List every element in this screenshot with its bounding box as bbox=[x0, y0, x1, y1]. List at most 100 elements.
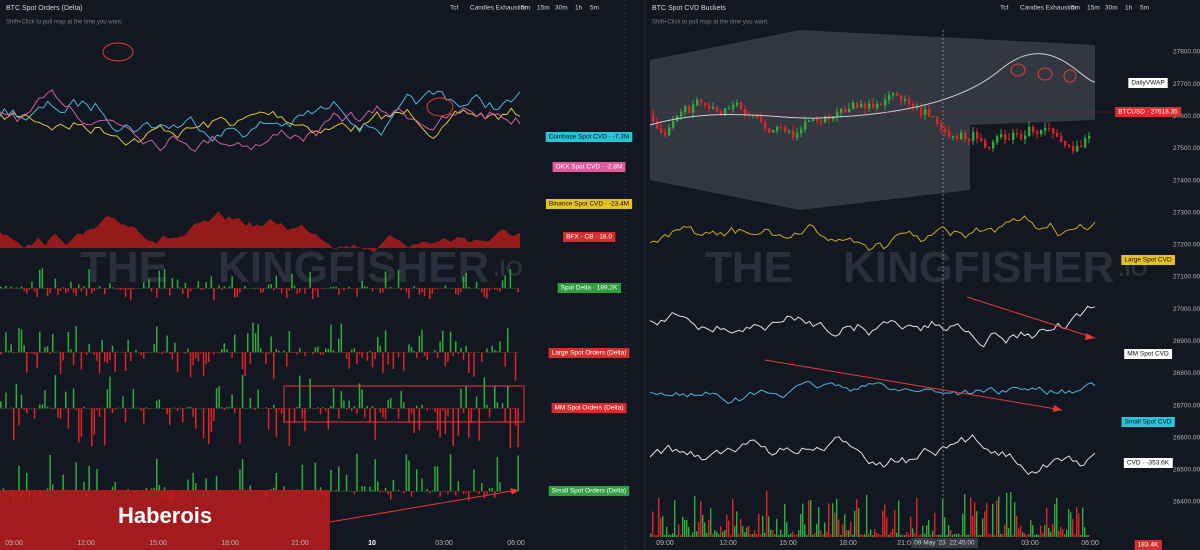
candle bbox=[664, 132, 667, 136]
bar bbox=[1038, 534, 1040, 537]
bar bbox=[475, 491, 478, 493]
bar bbox=[436, 408, 439, 431]
bar bbox=[904, 534, 906, 537]
bar bbox=[470, 491, 473, 492]
bar bbox=[319, 408, 322, 415]
candle bbox=[1084, 138, 1087, 148]
bar bbox=[249, 485, 252, 492]
toolbar-item[interactable]: 5m bbox=[590, 5, 599, 12]
bar bbox=[674, 500, 676, 537]
y-tick-label: 26600.00 bbox=[1173, 434, 1200, 441]
bar bbox=[41, 352, 44, 354]
bar bbox=[218, 352, 220, 354]
toolbar-item[interactable]: Candles Exhaustion bbox=[470, 5, 528, 12]
bar bbox=[930, 534, 932, 537]
bar bbox=[44, 287, 46, 289]
toolbar-item[interactable]: Tcf bbox=[1000, 5, 1009, 12]
bar bbox=[189, 406, 192, 409]
bar bbox=[387, 399, 389, 409]
bar bbox=[746, 527, 748, 537]
bar bbox=[439, 341, 441, 353]
candle bbox=[900, 95, 903, 101]
bar bbox=[343, 352, 345, 353]
bar bbox=[252, 287, 254, 289]
bar bbox=[992, 503, 994, 537]
bar bbox=[179, 407, 181, 409]
line-series bbox=[649, 305, 1096, 348]
bar bbox=[974, 502, 976, 537]
bar bbox=[361, 389, 363, 409]
toolbar-item[interactable]: 1h bbox=[575, 5, 583, 12]
bar bbox=[429, 352, 431, 353]
circle bbox=[1010, 63, 1026, 77]
bar bbox=[10, 286, 12, 289]
bar bbox=[483, 352, 486, 353]
tag: OKX Spot CVD · -2.8M bbox=[552, 162, 626, 172]
bar bbox=[2, 287, 5, 289]
tag: Binance Spot CVD · -23.4M bbox=[545, 199, 633, 209]
toolbar-item[interactable]: 15m bbox=[537, 5, 550, 12]
bar bbox=[31, 352, 33, 354]
toolbar-item[interactable]: Tcf bbox=[450, 5, 459, 12]
bar bbox=[345, 352, 348, 360]
bar bbox=[722, 531, 724, 537]
candle bbox=[1064, 141, 1067, 146]
y-tick-label: 27100.00 bbox=[1173, 274, 1200, 281]
bar bbox=[119, 352, 122, 353]
bar bbox=[449, 331, 452, 353]
bar bbox=[135, 350, 137, 353]
toolbar-item[interactable]: 15m bbox=[1087, 5, 1100, 12]
bar bbox=[353, 491, 356, 495]
candle bbox=[848, 108, 851, 113]
bar bbox=[106, 389, 109, 409]
bar bbox=[119, 288, 122, 291]
toolbar-item[interactable]: 5m bbox=[1140, 5, 1149, 12]
bar bbox=[656, 534, 658, 537]
bar bbox=[491, 488, 493, 492]
bar bbox=[236, 407, 239, 409]
bar bbox=[114, 408, 116, 410]
bar bbox=[65, 288, 67, 294]
bar bbox=[462, 408, 465, 413]
bar bbox=[23, 408, 25, 411]
toolbar-item[interactable]: 1h bbox=[1125, 5, 1133, 12]
candle bbox=[692, 104, 695, 113]
bar bbox=[455, 491, 457, 496]
bar bbox=[273, 288, 275, 291]
toolbar-item[interactable]: 30m bbox=[555, 5, 568, 12]
bar bbox=[98, 352, 101, 374]
toolbar-item[interactable]: Candles Exhaustion bbox=[1020, 5, 1078, 12]
bar bbox=[488, 288, 491, 291]
bar bbox=[772, 530, 774, 537]
bar bbox=[265, 407, 267, 409]
bar bbox=[174, 288, 176, 289]
tag-label: Large Spot CVD bbox=[1124, 257, 1172, 264]
bar bbox=[457, 288, 460, 295]
bar bbox=[658, 498, 660, 537]
bar bbox=[434, 288, 436, 290]
toolbar-item[interactable]: 30m bbox=[1105, 5, 1118, 12]
circle bbox=[102, 42, 134, 62]
bar bbox=[784, 503, 786, 537]
bar bbox=[80, 352, 83, 370]
bar bbox=[860, 534, 862, 537]
y-tick-label: 27200.00 bbox=[1173, 242, 1200, 249]
bar bbox=[195, 483, 197, 492]
x-tick-label: 12:00 bbox=[719, 540, 737, 547]
bar bbox=[351, 288, 353, 289]
toolbar-item[interactable]: 5m bbox=[1071, 5, 1080, 12]
bar bbox=[938, 534, 940, 537]
bar bbox=[984, 511, 986, 537]
arrow bbox=[764, 359, 1063, 411]
bar bbox=[140, 287, 142, 289]
bar bbox=[712, 533, 714, 537]
tag-label: DailyVWAP bbox=[1131, 80, 1164, 87]
toolbar-item[interactable]: 5m bbox=[521, 5, 530, 12]
bar bbox=[221, 288, 223, 291]
y-tick-label: 26400.00 bbox=[1173, 499, 1200, 506]
bar bbox=[338, 338, 340, 353]
bar bbox=[908, 534, 910, 537]
bar bbox=[122, 351, 124, 353]
candle bbox=[964, 132, 967, 140]
